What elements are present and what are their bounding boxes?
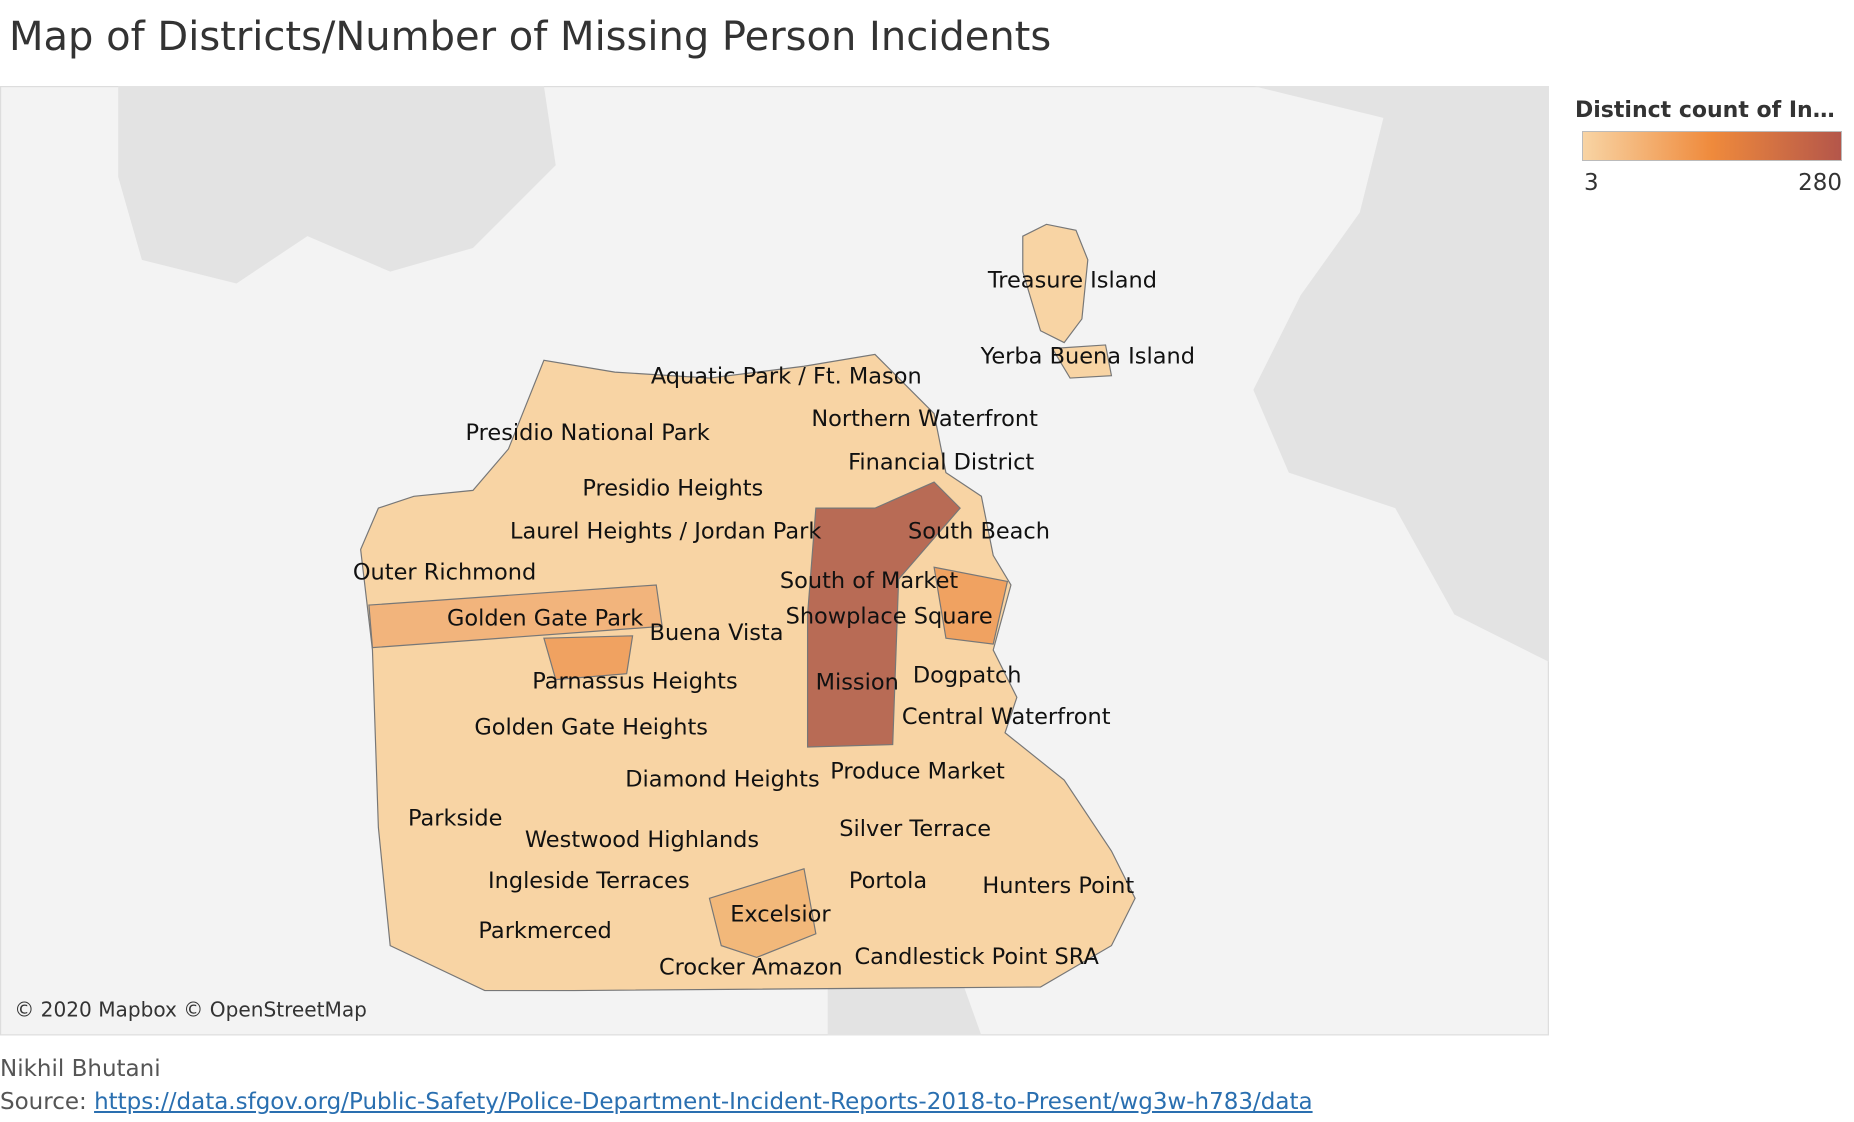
district-area [543, 635, 634, 681]
district-area [933, 566, 1009, 645]
district-label: Excelsior [730, 901, 831, 927]
source-label: Source: [0, 1089, 87, 1115]
legend-min: 3 [1584, 170, 1599, 196]
district-label: Financial District [848, 450, 1034, 476]
land [1253, 86, 1549, 662]
district-label: Westwood Highlands [525, 827, 759, 853]
district-label: Dogpatch [913, 663, 1022, 689]
district-label: Buena Vista [650, 620, 784, 646]
district-label: Aquatic Park / Ft. Mason [651, 363, 922, 389]
district-label: Yerba Buena Island [980, 343, 1195, 369]
district-label: Laurel Heights / Jordan Park [510, 518, 821, 544]
district-label: Outer Richmond [353, 560, 536, 586]
attribution: © 2020 Mapbox © OpenStreetMap [14, 998, 367, 1022]
district-label: Parnassus Heights [532, 668, 738, 694]
district-label: Treasure Island [987, 268, 1157, 294]
district-area [806, 481, 961, 748]
district-label: Central Waterfront [902, 704, 1111, 730]
legend-title: Distinct count of Incide.. [1575, 98, 1847, 123]
district-label: Parkmerced [478, 918, 611, 944]
author: Nikhil Bhutani [0, 1056, 161, 1082]
source-link[interactable]: https://data.sfgov.org/Public-Safety/Pol… [94, 1089, 1313, 1115]
district-label: South Beach [908, 518, 1050, 544]
district-label: Showplace Square [786, 603, 993, 629]
labels: Treasure Island Yerba Buena Island Aquatic… [353, 268, 1195, 981]
district-label: Portola [849, 868, 927, 894]
title: Map of Districts/Number of Missing Perso… [9, 14, 1052, 60]
district-label: Mission [816, 670, 899, 696]
map-layer: © 2020 Mapbox © OpenStreetMap Treasure I… [0, 86, 1549, 1036]
district-label: South of Market [780, 568, 959, 594]
district-label: Parkside [408, 806, 503, 832]
legend-bar [1582, 131, 1842, 161]
district-label: Candlestick Point SRA [854, 944, 1099, 970]
district-label: Crocker Amazon [659, 955, 843, 981]
source: Source: https://data.sfgov.org/Public-Sa… [0, 1089, 1313, 1115]
district-label: Produce Market [830, 758, 1005, 784]
legend-max: 280 [1798, 170, 1842, 196]
district-label: Golden Gate Heights [474, 715, 708, 741]
district-label: Golden Gate Park [447, 606, 643, 632]
map: © 2020 Mapbox © OpenStreetMap Treasure I… [0, 86, 1549, 1036]
district-area [1022, 223, 1089, 344]
district-label: Presidio National Park [466, 420, 710, 446]
district-area [1051, 344, 1113, 379]
district-label: Presidio Heights [582, 476, 763, 502]
district-label: Ingleside Terraces [488, 868, 690, 894]
district-label: Northern Waterfront [811, 406, 1038, 432]
district-area [368, 584, 663, 649]
land [118, 86, 556, 284]
district-label: Hunters Point [982, 873, 1134, 899]
district-area [708, 867, 817, 959]
district-label: Diamond Heights [625, 767, 819, 793]
district-label: Silver Terrace [839, 816, 991, 842]
